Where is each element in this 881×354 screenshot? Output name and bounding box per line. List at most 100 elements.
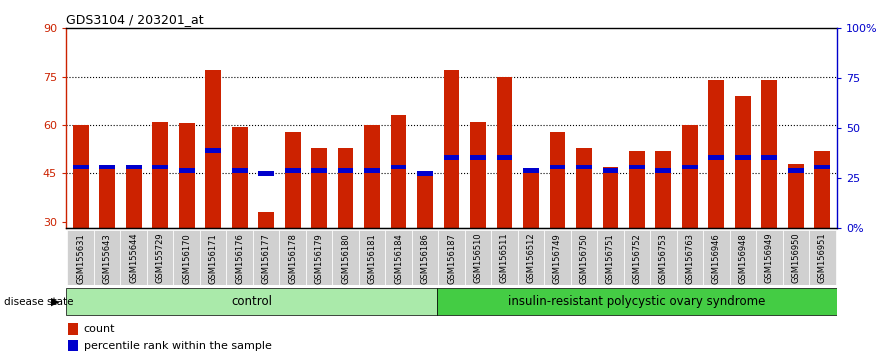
Bar [205,148,221,153]
Bar [735,96,751,228]
Bar [285,168,300,173]
Text: insulin-resistant polycystic ovary syndrome: insulin-resistant polycystic ovary syndr… [508,295,766,308]
Bar [682,125,698,228]
Bar [390,115,406,228]
Bar [258,171,274,176]
Text: GSM156170: GSM156170 [182,233,191,284]
Bar [497,77,513,228]
Bar [179,124,195,228]
Bar [761,80,777,228]
Bar [708,80,724,228]
Text: percentile rank within the sample: percentile rank within the sample [84,341,271,350]
Bar [437,288,837,315]
Bar [69,323,78,335]
Bar [576,148,592,228]
Bar [258,212,274,228]
Bar [200,230,226,285]
Bar [306,230,332,285]
Bar [465,230,492,285]
Text: GSM156752: GSM156752 [633,233,641,284]
Text: GSM156171: GSM156171 [209,233,218,284]
Text: GDS3104 / 203201_at: GDS3104 / 203201_at [66,13,204,26]
Bar [390,165,406,170]
Bar [544,230,571,285]
Text: control: control [231,295,272,308]
Bar [708,155,724,160]
Text: GSM156753: GSM156753 [659,233,668,284]
Bar [438,230,465,285]
Bar [364,125,380,228]
Bar [152,122,168,228]
Text: GSM156949: GSM156949 [765,233,774,284]
Text: GSM156181: GSM156181 [367,233,376,284]
Bar [332,230,359,285]
Bar [174,230,200,285]
Text: GSM156187: GSM156187 [447,233,456,284]
Bar [364,168,380,173]
Bar [205,70,221,228]
Bar [603,168,618,173]
Text: GSM156951: GSM156951 [818,233,827,284]
Bar [337,148,353,228]
Bar [576,165,592,170]
Bar [126,167,142,228]
Text: GSM156186: GSM156186 [420,233,430,284]
Bar [443,155,460,160]
Bar [761,155,777,160]
Bar [603,167,618,228]
Bar [782,230,809,285]
Bar [179,168,195,173]
Bar [624,230,650,285]
Text: GSM155631: GSM155631 [76,233,85,284]
Text: GSM156749: GSM156749 [553,233,562,284]
Text: GSM156184: GSM156184 [394,233,403,284]
Bar [311,148,327,228]
Bar [523,168,539,173]
Bar [411,230,438,285]
Bar [253,230,279,285]
Text: GSM156512: GSM156512 [527,233,536,284]
Text: GSM156510: GSM156510 [473,233,483,284]
Bar [814,165,830,170]
Text: GSM156179: GSM156179 [315,233,323,284]
Bar [385,230,411,285]
Bar [417,171,433,176]
Text: GSM156948: GSM156948 [738,233,747,284]
Text: GSM155644: GSM155644 [130,233,138,284]
Bar [311,168,327,173]
Bar [66,288,437,315]
Text: GSM155643: GSM155643 [102,233,112,284]
Bar [232,127,248,228]
Text: GSM156180: GSM156180 [341,233,350,284]
Text: GSM156178: GSM156178 [288,233,297,284]
Bar [417,175,433,228]
Text: disease state: disease state [4,297,74,307]
Bar [69,340,78,351]
Bar [729,230,756,285]
Bar [550,165,566,170]
Bar [497,155,513,160]
Bar [756,230,782,285]
Bar [809,230,835,285]
Bar [650,230,677,285]
Bar [518,230,544,285]
Bar [73,125,89,228]
Text: count: count [84,324,115,334]
Bar [735,155,751,160]
Bar [100,165,115,170]
Bar [232,168,248,173]
Bar [629,165,645,170]
Bar [571,230,597,285]
Text: GSM156950: GSM156950 [791,233,801,284]
Bar [492,230,518,285]
Bar [147,230,174,285]
Bar [100,167,115,228]
Bar [677,230,703,285]
Bar [597,230,624,285]
Text: GSM156751: GSM156751 [606,233,615,284]
Bar [121,230,147,285]
Bar [285,132,300,228]
Bar [523,170,539,228]
Text: GSM156750: GSM156750 [580,233,589,284]
Bar [126,165,142,170]
